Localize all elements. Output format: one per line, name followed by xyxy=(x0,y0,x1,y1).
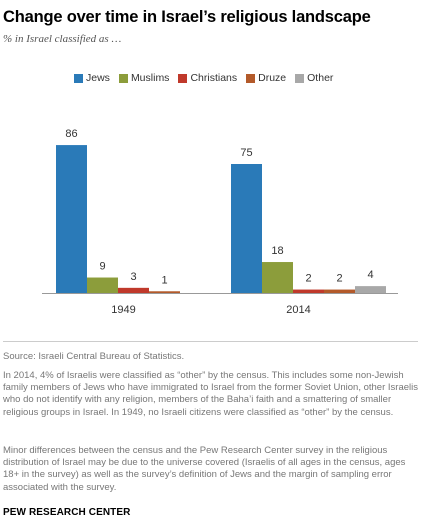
bar-jews-1949 xyxy=(56,145,87,293)
legend-swatch xyxy=(118,73,128,83)
legend-item-christians: Christians xyxy=(178,72,237,84)
footnote-other: In 2014, 4% of Israelis were classified … xyxy=(3,370,418,418)
legend-swatch xyxy=(178,73,188,83)
legend-item-other: Other xyxy=(295,72,333,84)
footer-credit: PEW RESEARCH CENTER xyxy=(3,507,131,518)
bar-muslims-1949 xyxy=(87,277,118,293)
bar-druze-2014 xyxy=(324,289,355,293)
bar-druze-1949 xyxy=(149,291,180,293)
bar-christians-2014 xyxy=(293,289,324,293)
legend-label: Other xyxy=(307,72,334,84)
source-note: Source: Israeli Central Bureau of Statis… xyxy=(3,351,185,362)
chart-subtitle: % in Israel classified as … xyxy=(3,33,122,45)
divider xyxy=(3,341,418,342)
bar-other-2014 xyxy=(355,286,386,293)
bar-jews-2014 xyxy=(231,164,262,293)
bar-chart: 86 9 3 1 1949 75 18 2 2 4 2014 xyxy=(42,128,398,316)
data-label: 1 xyxy=(161,274,167,286)
legend-label: Jews xyxy=(86,72,110,84)
data-label: 75 xyxy=(240,147,252,159)
chart-title: Change over time in Israel’s religious l… xyxy=(3,8,371,26)
data-label: 86 xyxy=(65,128,77,140)
data-label: 18 xyxy=(271,245,283,257)
legend-label: Druze xyxy=(258,72,287,84)
data-label: 4 xyxy=(367,269,373,281)
legend-swatch xyxy=(295,73,305,83)
legend-swatch xyxy=(74,73,83,83)
x-tick-label: 2014 xyxy=(286,304,310,316)
legend-swatch xyxy=(246,73,256,83)
data-label: 9 xyxy=(99,261,105,273)
bar-christians-1949 xyxy=(118,287,149,293)
legend-item-jews: Jews xyxy=(74,72,110,84)
legend-item-druze: Druze xyxy=(246,72,286,84)
data-label: 3 xyxy=(130,271,136,283)
chart-legend: Jews Muslims Christians Druze Other xyxy=(74,71,342,85)
data-label: 2 xyxy=(305,273,311,285)
legend-item-muslims: Muslims xyxy=(118,72,170,84)
legend-label: Muslims xyxy=(130,72,170,84)
bar-muslims-2014 xyxy=(262,262,293,293)
footnote-differences: Minor differences between the census and… xyxy=(3,445,406,493)
legend-label: Christians xyxy=(190,72,238,84)
data-label: 2 xyxy=(336,273,342,285)
x-tick-label: 1949 xyxy=(111,304,135,316)
